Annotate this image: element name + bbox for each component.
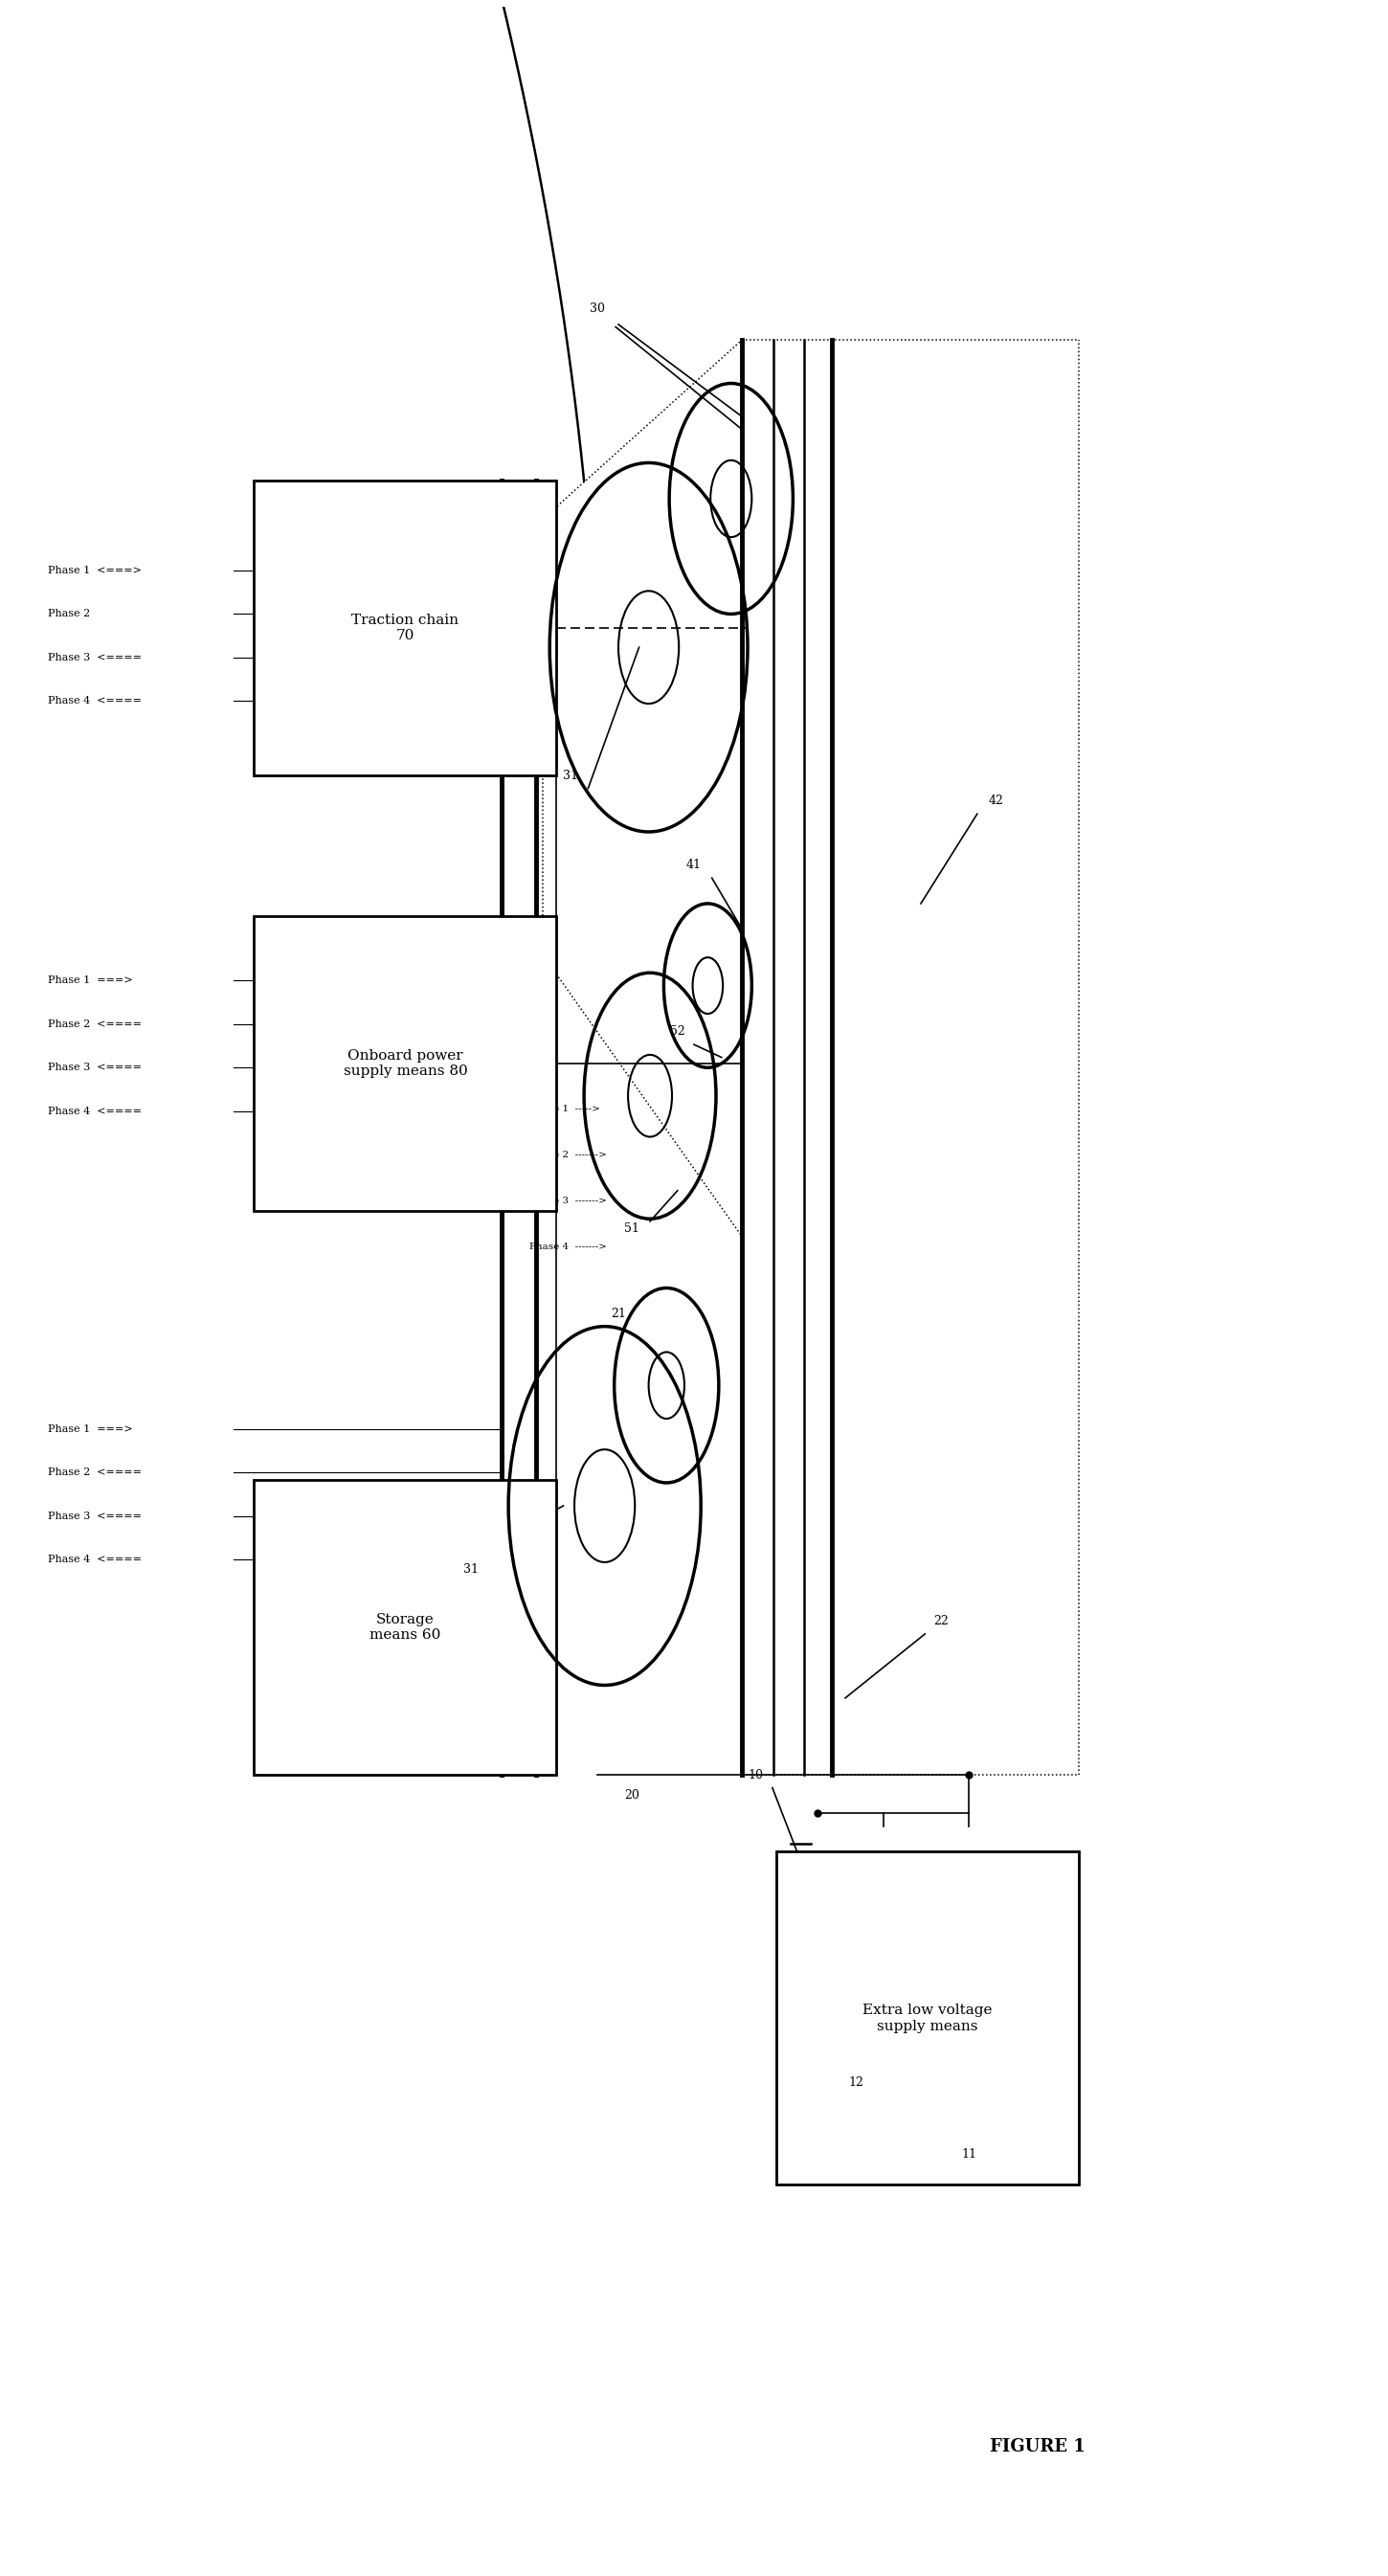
Text: Traction chain
70: Traction chain 70 bbox=[351, 613, 459, 641]
Text: Phase 2  <====: Phase 2 <==== bbox=[49, 1020, 142, 1028]
Text: Extra low voltage
supply means: Extra low voltage supply means bbox=[863, 2004, 992, 2032]
Text: 30: 30 bbox=[590, 304, 605, 314]
Text: 12: 12 bbox=[848, 2076, 863, 2089]
Text: Phase 3  <====: Phase 3 <==== bbox=[49, 1064, 142, 1072]
Text: 31: 31 bbox=[464, 1564, 479, 1577]
Text: Phase 2  <====: Phase 2 <==== bbox=[49, 1468, 142, 1476]
Text: Phase 3  <====: Phase 3 <==== bbox=[49, 652, 142, 662]
Text: Phase 1  ===>: Phase 1 ===> bbox=[49, 1425, 133, 1435]
Text: FIGURE 1: FIGURE 1 bbox=[990, 2437, 1085, 2455]
FancyBboxPatch shape bbox=[776, 1852, 1078, 2184]
Text: Phase 1  ===>: Phase 1 ===> bbox=[49, 976, 133, 984]
Text: Phase 3  ------->: Phase 3 -------> bbox=[529, 1198, 607, 1206]
Text: 52: 52 bbox=[670, 1025, 686, 1038]
Text: Phase 2: Phase 2 bbox=[49, 608, 90, 618]
Text: Phase 4  ------->: Phase 4 -------> bbox=[529, 1242, 607, 1252]
Text: Phase 4  <====: Phase 4 <==== bbox=[49, 1556, 142, 1564]
Text: Phase 2  ------->: Phase 2 -------> bbox=[529, 1151, 607, 1159]
Text: Onboard power
supply means 80: Onboard power supply means 80 bbox=[343, 1048, 468, 1079]
Text: Phase 1  ----->: Phase 1 -----> bbox=[529, 1105, 600, 1113]
Text: Phase 4  ----->: Phase 4 -----> bbox=[783, 2025, 859, 2032]
Text: Phase 1  <===>: Phase 1 <===> bbox=[49, 567, 142, 574]
Text: 42: 42 bbox=[988, 796, 1004, 806]
Text: Phase 1  ----->: Phase 1 -----> bbox=[783, 1886, 859, 1896]
Text: 31: 31 bbox=[562, 770, 577, 781]
FancyBboxPatch shape bbox=[254, 917, 557, 1211]
FancyBboxPatch shape bbox=[254, 482, 557, 775]
Text: Phase 3  <====: Phase 3 <==== bbox=[49, 1512, 142, 1520]
Text: Phase 4  <====: Phase 4 <==== bbox=[49, 1105, 142, 1115]
Text: 41: 41 bbox=[686, 858, 702, 871]
Text: Storage
means 60: Storage means 60 bbox=[369, 1613, 441, 1641]
Text: Phase 2  ------->: Phase 2 -------> bbox=[783, 1932, 866, 1942]
Text: Phase 4  <====: Phase 4 <==== bbox=[49, 696, 142, 706]
Text: 21: 21 bbox=[611, 1309, 626, 1319]
Text: 10: 10 bbox=[748, 1770, 763, 1780]
Text: 22: 22 bbox=[934, 1615, 949, 1628]
Text: 20: 20 bbox=[625, 1790, 640, 1801]
FancyBboxPatch shape bbox=[254, 1481, 557, 1775]
Text: 51: 51 bbox=[625, 1224, 640, 1236]
Text: Phase 3  ----->: Phase 3 -----> bbox=[783, 1978, 859, 1986]
Text: 11: 11 bbox=[962, 2148, 977, 2161]
